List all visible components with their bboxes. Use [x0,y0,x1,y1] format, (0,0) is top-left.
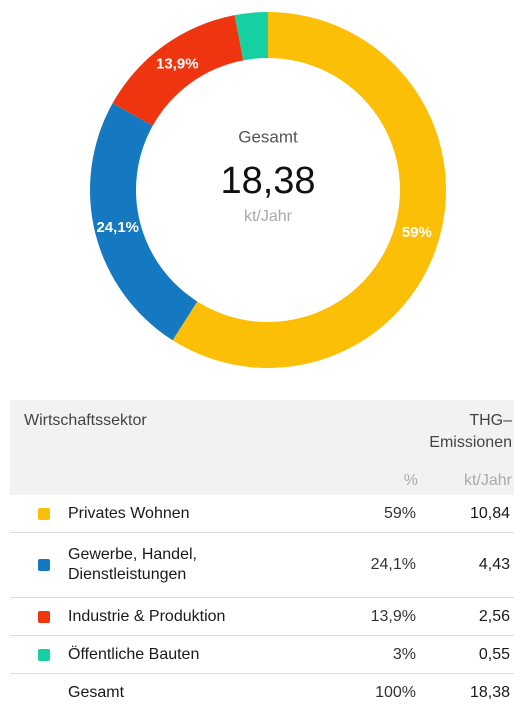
sector-header: Wirtschaftssektor [24,412,147,429]
sector-name: Industrie & Produktion [68,607,226,625]
legend-swatch [38,648,50,661]
donut-slice [112,15,244,126]
percent-cell: 59% [383,504,416,522]
donut-slice [172,12,447,368]
slice-label: 13,9% [156,55,199,72]
percent-cell: 100% [375,684,416,701]
emissions-header: Emissionen [429,434,512,451]
sector-name: Gesamt [68,684,125,701]
table-row: Privates Wohnen 59% 10,84 [10,495,514,533]
legend-swatch [38,610,50,623]
donut-chart: Gesamt 18,38 kt/Jahr 59% 24,1% 13,9% [90,12,447,368]
table: Wirtschaftssektor THG– Emissionen % kt/J… [10,400,514,712]
legend-swatch [38,687,50,699]
center-unit: kt/Jahr [244,208,293,225]
percent-cell: 24,1% [370,556,416,573]
emissions-header: THG– [469,412,512,429]
table-row: Öffentliche Bauten 3% 0,55 [10,636,514,674]
sector-name: Privates Wohnen [68,504,190,522]
sector-name: Gewerbe, Handel, Dienstleistungen [68,546,197,583]
table-row: Gewerbe, Handel, Dienstleistungen 24,1% 4,… [10,533,514,598]
value-cell: 10,84 [469,504,510,522]
unit-header: kt/Jahr [463,472,512,489]
value-cell: 0,55 [478,645,510,663]
donut-slice [90,103,198,341]
value-cell: 2,56 [478,607,510,625]
value-cell: 18,38 [469,684,510,701]
center-title: Gesamt [238,127,298,146]
center-value: 18,38 [220,160,315,202]
sector-name: Öffentliche Bauten [68,645,200,663]
table-row: Industrie & Produktion 13,9% 2,56 [10,598,514,636]
percent-header: % [403,472,418,489]
table-row: Gesamt 100% 18,38 [10,674,514,712]
percent-cell: 13,9% [370,607,416,625]
table-body: Privates Wohnen 59% 10,84 Gewerbe, Handel, … [10,495,514,712]
donut-slice [234,12,268,61]
legend-swatch [38,559,50,571]
percent-cell: 3% [392,645,416,663]
value-cell: 4,43 [478,556,510,573]
slice-label: 24,1% [96,219,139,236]
slice-label: 59% [402,224,432,241]
legend-swatch [38,507,50,520]
table-header: Wirtschaftssektor THG– Emissionen % kt/J… [10,400,514,495]
